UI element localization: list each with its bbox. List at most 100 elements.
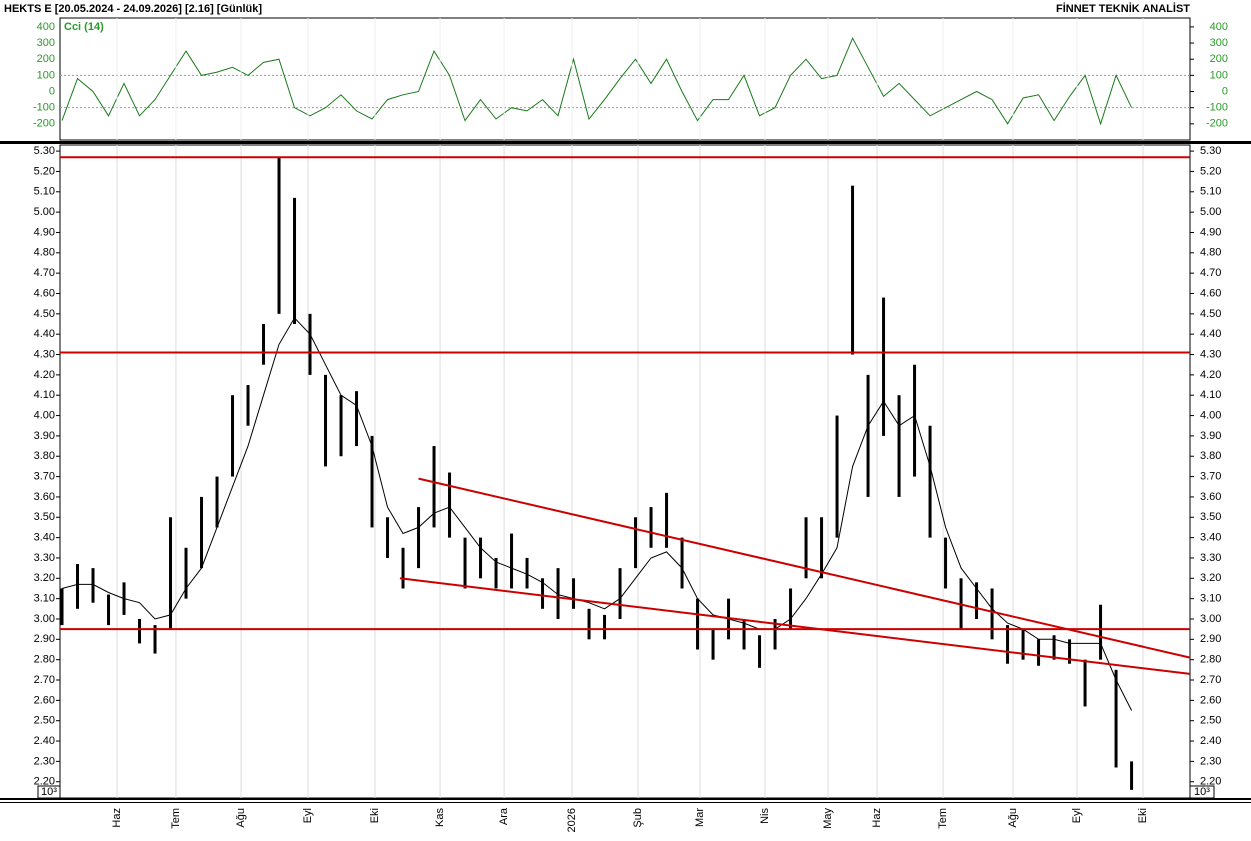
price-bar — [463, 537, 467, 589]
price-bar — [246, 385, 250, 426]
price-bar — [711, 629, 715, 660]
y-tick-label: 4.40 — [34, 328, 55, 340]
price-bar — [572, 578, 576, 609]
price-bar — [851, 185, 855, 355]
y-tick-label: -200 — [33, 118, 55, 130]
y-tick-label: 3.70 — [1200, 470, 1221, 482]
price-bar — [696, 598, 700, 650]
price-bar — [897, 395, 901, 497]
y-tick-label: 3.10 — [1200, 593, 1221, 605]
price-bar — [820, 517, 824, 579]
y-tick-label: 3.60 — [1200, 491, 1221, 503]
cci-title: Cci (14) — [64, 21, 104, 33]
price-bar — [494, 557, 498, 589]
x-tick-label: Şub — [632, 808, 644, 828]
scale-label: 10³ — [41, 786, 57, 798]
price-bar — [339, 395, 343, 457]
x-tick-label: Ağu — [1007, 808, 1019, 828]
price-bar — [618, 568, 622, 619]
price-bar — [649, 507, 653, 548]
y-tick-label: 2.20 — [1200, 776, 1221, 788]
price-bar — [556, 568, 560, 619]
y-tick-label: 3.10 — [34, 593, 55, 605]
price-bar — [169, 517, 173, 630]
price-bar — [324, 374, 328, 467]
y-tick-label: 4.70 — [34, 267, 55, 279]
panel-divider — [0, 141, 1251, 144]
y-tick-label: 5.20 — [1200, 165, 1221, 177]
y-tick-label: 3.20 — [1200, 572, 1221, 584]
y-tick-label: 4.40 — [1200, 328, 1221, 340]
y-tick-label: 2.40 — [34, 735, 55, 747]
y-tick-label: 5.00 — [1200, 206, 1221, 218]
price-bar — [184, 547, 188, 599]
price-bar — [215, 476, 219, 528]
price-bar — [1037, 639, 1041, 666]
y-tick-label: 0 — [49, 85, 55, 97]
x-tick-label: Tem — [937, 808, 949, 829]
x-tick-label: Haz — [111, 808, 123, 828]
y-tick-label: 5.30 — [34, 145, 55, 157]
y-tick-label: 2.80 — [1200, 654, 1221, 666]
price-bar — [603, 614, 607, 640]
panel-divider — [0, 798, 1251, 800]
y-tick-label: 2.40 — [1200, 735, 1221, 747]
cci-line — [61, 37, 1133, 126]
price-bar — [432, 446, 436, 528]
y-tick-label: 300 — [1210, 37, 1228, 49]
x-tick-label: Eyl — [302, 808, 314, 823]
y-tick-label: 2.60 — [34, 694, 55, 706]
x-tick-label: Haz — [871, 808, 883, 828]
x-tick-label: May — [822, 808, 834, 829]
y-tick-label: 3.00 — [34, 613, 55, 625]
brand: FİNNET TEKNİK ANALİST — [1056, 2, 1190, 15]
y-tick-label: 100 — [37, 69, 55, 81]
y-tick-label: 400 — [1210, 21, 1228, 33]
price-bar — [975, 582, 979, 619]
y-tick-label: 4.30 — [1200, 348, 1221, 360]
x-tick-label: Ağu — [235, 808, 247, 828]
y-tick-label: 2.90 — [34, 633, 55, 645]
y-tick-label: 4.90 — [1200, 226, 1221, 238]
price-bar — [789, 588, 793, 630]
price-bar — [138, 618, 142, 644]
y-tick-label: 2.30 — [34, 755, 55, 767]
x-tick-label: Eyl — [1071, 808, 1083, 823]
price-bar — [1099, 604, 1103, 660]
price-bar — [153, 625, 157, 654]
price-bar — [742, 618, 746, 650]
price-bar — [479, 537, 483, 579]
y-tick-label: 5.20 — [34, 165, 55, 177]
price-bar — [835, 415, 839, 538]
y-tick-label: 3.50 — [34, 511, 55, 523]
price-bar — [634, 517, 638, 569]
price-bar — [1083, 659, 1087, 707]
y-tick-label: 4.10 — [34, 389, 55, 401]
x-tick-label: Kas — [434, 808, 446, 827]
y-tick-label: 2.50 — [1200, 715, 1221, 727]
y-tick-label: 4.60 — [34, 287, 55, 299]
scale-box — [1189, 785, 1215, 799]
price-bar — [882, 297, 886, 436]
y-tick-label: 4.80 — [1200, 247, 1221, 259]
y-tick-label: 3.80 — [1200, 450, 1221, 462]
y-tick-label: 5.30 — [1200, 145, 1221, 157]
y-tick-label: 5.00 — [34, 206, 55, 218]
y-tick-label: -100 — [33, 102, 55, 114]
y-tick-label: 2.90 — [1200, 633, 1221, 645]
y-tick-label: 2.20 — [34, 776, 55, 788]
price-bar — [1114, 669, 1118, 768]
x-tick-label: Eki — [1137, 808, 1149, 823]
y-tick-label: 5.10 — [1200, 186, 1221, 198]
price-bar — [587, 608, 591, 640]
price-bar — [293, 197, 297, 325]
y-tick-label: 5.10 — [34, 186, 55, 198]
price-bar — [541, 578, 545, 609]
scale-box — [37, 785, 61, 799]
x-tick-label: Ara — [498, 807, 510, 825]
y-tick-label: 2.60 — [1200, 694, 1221, 706]
y-tick-label: 3.40 — [1200, 532, 1221, 544]
trend-line — [399, 577, 1191, 675]
y-tick-label: 4.20 — [1200, 369, 1221, 381]
